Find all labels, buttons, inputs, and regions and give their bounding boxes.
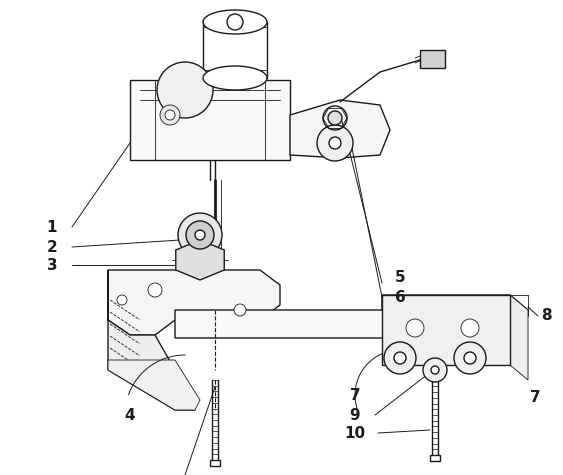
Polygon shape (290, 100, 390, 158)
Ellipse shape (203, 66, 267, 90)
Text: 8: 8 (540, 308, 551, 323)
Polygon shape (382, 295, 528, 317)
Circle shape (234, 304, 246, 316)
Polygon shape (175, 310, 510, 348)
Circle shape (328, 111, 342, 125)
Polygon shape (420, 50, 445, 68)
Text: 1: 1 (47, 219, 57, 235)
Polygon shape (382, 295, 510, 365)
Circle shape (186, 221, 214, 249)
Circle shape (454, 342, 486, 374)
Text: 3: 3 (47, 257, 57, 273)
Polygon shape (510, 295, 528, 380)
Text: 2: 2 (47, 239, 57, 255)
Circle shape (157, 62, 213, 118)
Text: 5: 5 (395, 269, 405, 285)
Polygon shape (382, 345, 510, 365)
Circle shape (178, 213, 222, 257)
Circle shape (227, 14, 243, 30)
Circle shape (165, 110, 175, 120)
Polygon shape (108, 270, 195, 410)
Ellipse shape (203, 10, 267, 34)
Circle shape (148, 283, 162, 297)
Text: 7: 7 (350, 388, 360, 402)
Polygon shape (108, 270, 280, 335)
Circle shape (406, 319, 424, 337)
Text: 9: 9 (350, 408, 360, 422)
Circle shape (160, 105, 180, 125)
Circle shape (384, 342, 416, 374)
Circle shape (464, 352, 476, 364)
Polygon shape (430, 455, 440, 461)
Circle shape (394, 352, 406, 364)
Circle shape (431, 366, 439, 374)
Text: 4: 4 (124, 408, 135, 422)
Circle shape (317, 125, 353, 161)
Text: 7: 7 (530, 390, 540, 406)
Circle shape (461, 319, 479, 337)
Text: 6: 6 (395, 289, 405, 304)
Text: 10: 10 (345, 426, 365, 440)
Polygon shape (130, 80, 290, 160)
Polygon shape (108, 360, 200, 410)
Circle shape (195, 230, 205, 240)
Circle shape (117, 295, 127, 305)
Circle shape (423, 358, 447, 382)
Circle shape (329, 137, 341, 149)
Polygon shape (210, 460, 220, 466)
Polygon shape (176, 240, 224, 280)
